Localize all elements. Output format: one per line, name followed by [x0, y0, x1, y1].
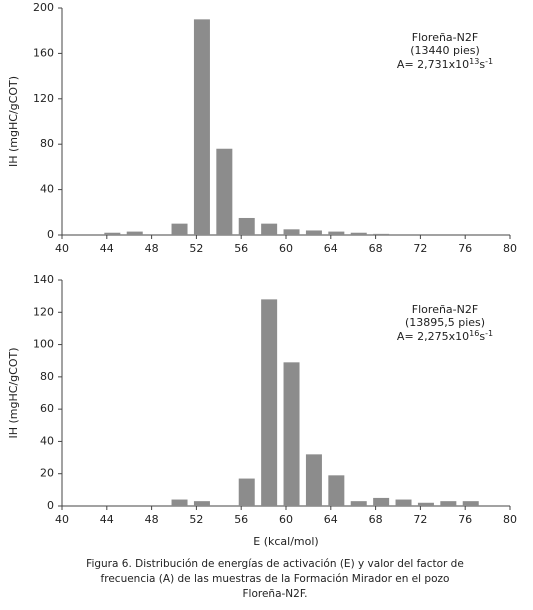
- x-tick-label: 80: [503, 242, 517, 255]
- bar: [193, 501, 210, 506]
- bar: [283, 362, 300, 506]
- annotation-part: -1: [485, 57, 493, 66]
- x-tick-label: 40: [55, 242, 69, 255]
- bar: [395, 499, 412, 506]
- bar: [193, 19, 210, 235]
- bar: [350, 232, 367, 235]
- annotation: Floreña-N2F: [412, 303, 478, 316]
- caption: Figura 6. Distribución de energías de ac…: [86, 558, 464, 570]
- x-tick-label: 64: [324, 242, 338, 255]
- y-tick-label: 40: [40, 434, 54, 447]
- y-axis-label: IH (mgHC/gCOT): [7, 76, 20, 167]
- bar: [440, 501, 457, 506]
- annotation: A= 2,731x1013s-1: [397, 57, 493, 72]
- x-tick-label: 56: [234, 513, 248, 526]
- caption: frecuencia (A) de las muestras de la For…: [101, 573, 450, 585]
- x-tick-label: 68: [369, 242, 383, 255]
- y-tick-label: 0: [47, 499, 54, 512]
- bar: [328, 475, 345, 506]
- y-tick-label: 120: [33, 92, 54, 105]
- x-tick-label: 52: [189, 242, 203, 255]
- x-tick-label: 48: [145, 513, 159, 526]
- x-tick-label: 72: [413, 242, 427, 255]
- x-tick-label: 52: [189, 513, 203, 526]
- annotation-part: s: [479, 330, 485, 343]
- y-tick-label: 80: [40, 370, 54, 383]
- x-tick-label: 72: [413, 513, 427, 526]
- bar: [216, 148, 233, 235]
- bar: [171, 499, 188, 506]
- annotation: (13440 pies): [410, 44, 480, 57]
- annotation-part: A= 2,731x10: [397, 58, 469, 71]
- bar: [305, 454, 322, 506]
- annotation: Floreña-N2F: [412, 31, 478, 44]
- y-tick-label: 160: [33, 46, 54, 59]
- y-tick-label: 40: [40, 183, 54, 196]
- y-tick-label: 140: [33, 273, 54, 286]
- caption: Floreña-N2F.: [242, 588, 307, 600]
- y-tick-label: 60: [40, 402, 54, 415]
- x-tick-label: 76: [458, 513, 472, 526]
- x-tick-label: 68: [369, 513, 383, 526]
- y-axis-label: IH (mgHC/gCOT): [7, 348, 20, 439]
- bar: [283, 229, 300, 235]
- bar: [104, 232, 121, 235]
- x-tick-label: 60: [279, 513, 293, 526]
- y-tick-label: 100: [33, 338, 54, 351]
- bar: [417, 502, 434, 506]
- x-tick-label: 64: [324, 513, 338, 526]
- bar: [238, 217, 255, 235]
- bar: [126, 231, 143, 235]
- bar: [350, 501, 367, 506]
- x-tick-label: 44: [100, 513, 114, 526]
- bar: [373, 233, 390, 235]
- annotation-part: A= 2,275x10: [397, 330, 469, 343]
- bar: [328, 231, 345, 235]
- x-tick-label: 40: [55, 513, 69, 526]
- bar: [261, 223, 278, 235]
- x-tick-label: 56: [234, 242, 248, 255]
- x-tick-label: 44: [100, 242, 114, 255]
- y-tick-label: 20: [40, 467, 54, 480]
- bar: [261, 299, 278, 506]
- x-tick-label: 60: [279, 242, 293, 255]
- annotation-part: -1: [485, 329, 493, 338]
- bar: [373, 497, 390, 506]
- y-tick-label: 80: [40, 137, 54, 150]
- x-tick-label: 76: [458, 242, 472, 255]
- y-tick-label: 200: [33, 1, 54, 14]
- x-tick-label: 48: [145, 242, 159, 255]
- annotation: (13895,5 pies): [405, 316, 485, 329]
- x-axis-label: E (kcal/mol): [253, 535, 318, 548]
- y-tick-label: 120: [33, 305, 54, 318]
- bar: [462, 501, 479, 506]
- annotation-part: s: [479, 58, 485, 71]
- bar: [238, 478, 255, 506]
- annotation-part: 16: [469, 329, 479, 338]
- x-tick-label: 80: [503, 513, 517, 526]
- bar: [305, 230, 322, 235]
- annotation: A= 2,275x1016s-1: [397, 329, 493, 344]
- y-tick-label: 0: [47, 228, 54, 241]
- annotation-part: 13: [469, 57, 479, 66]
- bar: [171, 223, 188, 235]
